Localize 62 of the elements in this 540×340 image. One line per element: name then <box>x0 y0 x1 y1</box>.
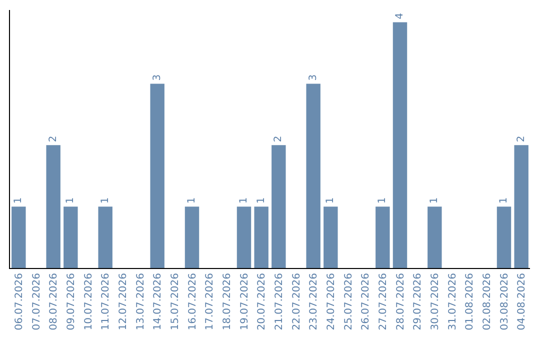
bar <box>46 145 60 268</box>
x-tick-label: 31.07.2026 <box>447 273 458 330</box>
bar <box>184 206 200 268</box>
x-tick-label: 24.07.2026 <box>326 273 337 330</box>
x-tick-label: 03.08.2026 <box>499 273 510 330</box>
data-label: 4 <box>394 12 406 20</box>
data-label: 1 <box>186 197 198 204</box>
x-tick-label: 28.07.2026 <box>395 273 406 330</box>
x-tick-label: 17.07.2026 <box>204 273 216 330</box>
bar <box>306 84 320 268</box>
x-tick-label: 18.07.2026 <box>222 273 233 330</box>
data-label: 1 <box>65 197 76 204</box>
data-label: 1 <box>429 197 440 204</box>
x-tick-label: 16.07.2026 <box>187 273 198 330</box>
data-label: 1 <box>325 197 336 204</box>
data-label: 2 <box>273 136 284 142</box>
data-label: 1 <box>498 197 510 204</box>
x-tick-label: 19.07.2026 <box>239 273 250 330</box>
bar <box>376 206 390 268</box>
x-tick-label: 12.07.2026 <box>118 273 129 330</box>
bar <box>324 206 338 268</box>
x-tick-label: 14.07.2026 <box>152 273 164 330</box>
bar <box>12 206 26 268</box>
bar <box>64 206 78 268</box>
x-tick-label: 09.07.2026 <box>66 273 77 330</box>
x-tick-label: 25.07.2026 <box>343 273 354 330</box>
x-tick-label: 15.07.2026 <box>170 273 181 330</box>
data-label: 1 <box>13 197 24 204</box>
data-label: 1 <box>100 197 111 204</box>
x-tick-label: 08.07.2026 <box>48 273 60 330</box>
x-tick-label: 30.07.2026 <box>430 273 441 330</box>
data-label: 2 <box>516 136 527 142</box>
x-tick-label: 06.07.2026 <box>14 273 25 330</box>
x-tick-label: 27.07.2026 <box>378 273 389 330</box>
bar <box>496 206 512 268</box>
data-label: 1 <box>238 197 250 204</box>
x-tick-label: 20.07.2026 <box>256 273 268 330</box>
x-tick-label: 23.07.2026 <box>308 273 320 330</box>
bar <box>272 145 286 268</box>
data-label: 1 <box>256 197 267 204</box>
x-tick-label: 10.07.2026 <box>83 273 94 330</box>
x-tick-label: 21.07.2026 <box>274 273 285 330</box>
x-tick-label: 26.07.2026 <box>360 273 372 330</box>
bar <box>150 84 164 268</box>
x-tick-label: 04.08.2026 <box>516 273 528 330</box>
bar <box>428 206 442 268</box>
x-tick-label: 02.08.2026 <box>482 273 493 330</box>
x-tick-label: 07.07.2026 <box>31 273 42 330</box>
bar <box>98 206 112 268</box>
data-label: 1 <box>377 197 388 204</box>
bar <box>392 22 408 268</box>
x-tick-label: 13.07.2026 <box>135 273 146 330</box>
x-tick-label: 22.07.2026 <box>291 273 302 330</box>
bar <box>236 206 252 268</box>
data-label: 3 <box>308 74 319 81</box>
data-label: 3 <box>152 74 163 81</box>
bar <box>514 145 528 268</box>
x-tick-label: 01.08.2026 <box>464 273 476 330</box>
bar <box>254 206 268 268</box>
x-tick-label: 11.07.2026 <box>100 273 112 330</box>
x-tick-label: 29.07.2026 <box>412 273 424 330</box>
data-label: 2 <box>48 136 59 142</box>
